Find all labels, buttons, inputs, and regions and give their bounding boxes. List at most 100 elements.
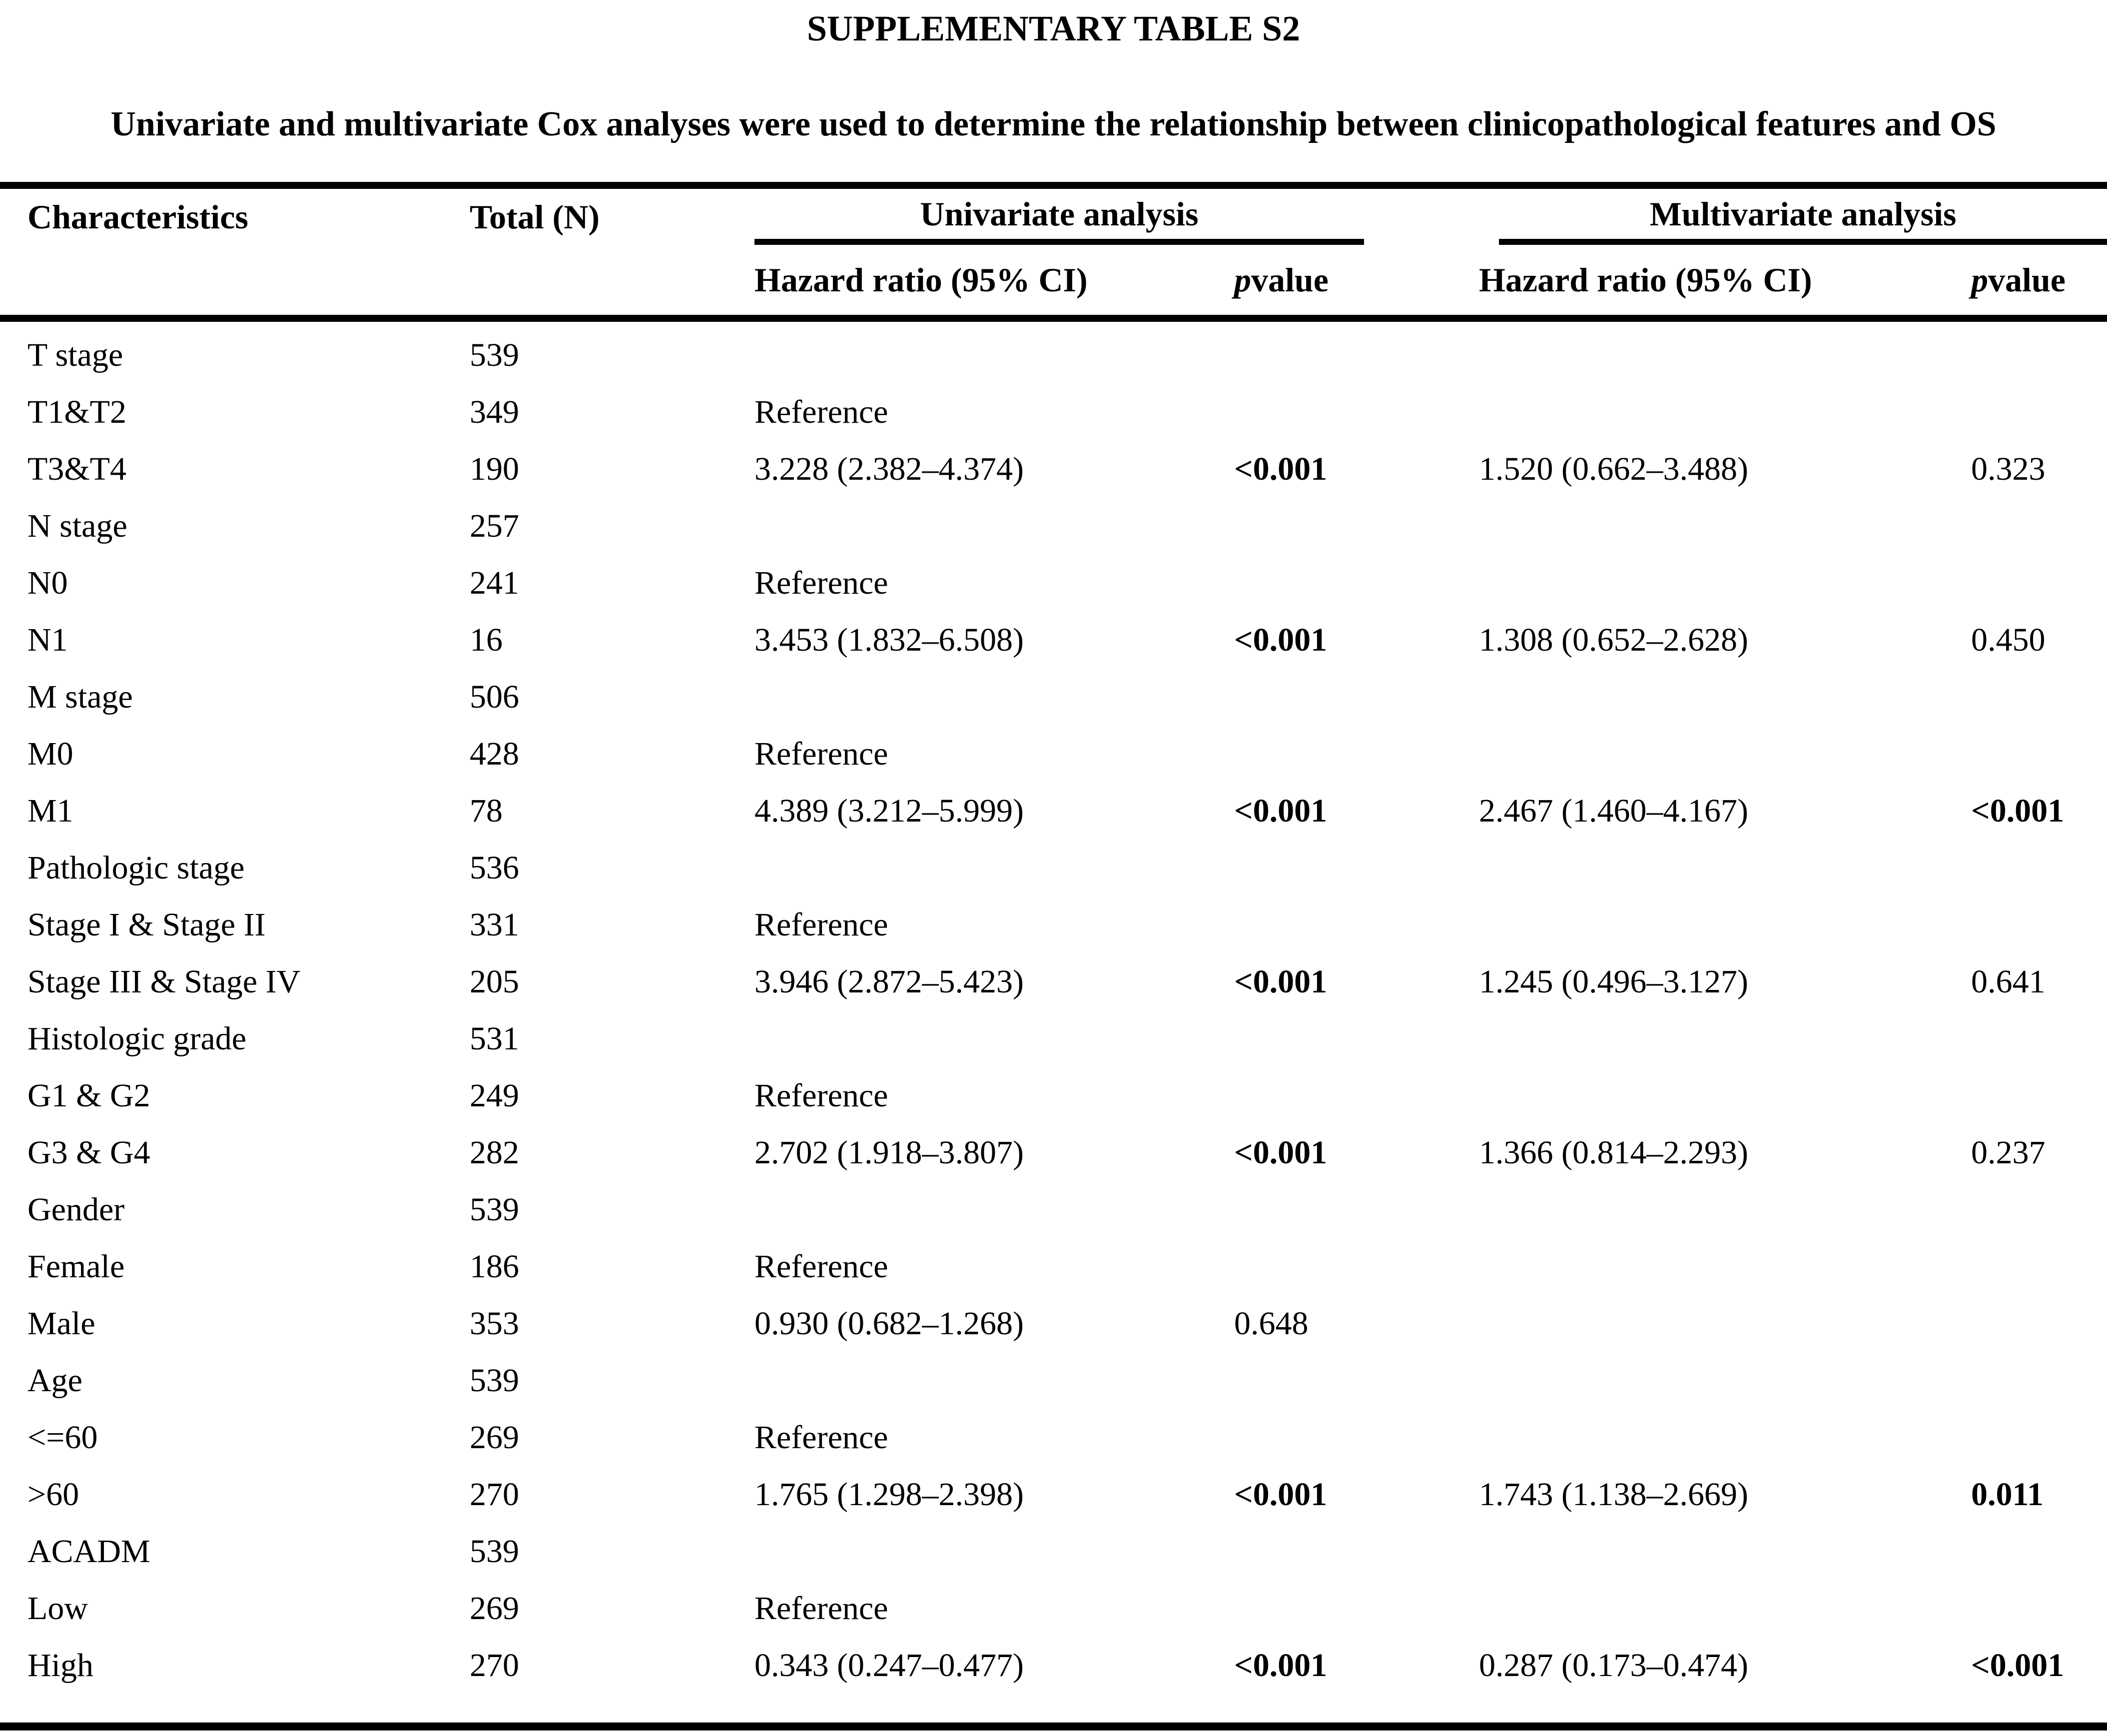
cell-univariate-p [1234,498,1479,555]
cell-characteristic: G3 & G4 [27,1134,150,1171]
cell-multivariate-hr [1479,1238,1971,1295]
cell-univariate-p [1234,1580,1479,1637]
cell-characteristic: Pathologic stage [27,850,245,886]
cell-univariate-hr [754,1010,1234,1067]
cell-multivariate-hr [1479,498,1971,555]
cell-univariate-p: <0.001 [1234,1476,1328,1513]
header-univariate-hazard-ratio: Hazard ratio (95% CI) [754,260,1088,299]
cell-multivariate-hr [1479,840,1971,896]
cell-univariate-p: <0.001 [1234,793,1328,829]
cell-univariate-hr: Reference [754,736,888,772]
cell-multivariate-hr [1479,327,1971,384]
cell-characteristic: N stage [27,508,127,544]
cell-multivariate-hr [1479,1295,1971,1352]
cell-univariate-p: <0.001 [1234,622,1328,658]
header-characteristics: Characteristics [27,197,248,236]
cell-multivariate-hr [1479,1010,1971,1067]
cell-total-n: 539 [470,1362,519,1399]
cell-multivariate-hr [1479,896,1971,953]
header-univariate-p-value: p value [1234,245,1479,315]
cell-multivariate-p [1971,896,2107,953]
cell-total-n: 270 [470,1476,519,1513]
table-row: N1 16 3.453 (1.832–6.508) <0.001 1.308 (0.65… [0,612,2107,669]
cell-univariate-p: 0.648 [1234,1305,1309,1342]
cell-characteristic: >60 [27,1476,79,1513]
cell-univariate-p [1234,1010,1479,1067]
cell-multivariate-p: 0.323 [1971,451,2046,487]
cell-univariate-hr: Reference [754,565,888,601]
cell-univariate-hr: 1.765 (1.298–2.398) [754,1476,1024,1513]
table-row: Male 353 0.930 (0.682–1.268) 0.648 [0,1295,2107,1352]
cell-multivariate-hr: 1.366 (0.814–2.293) [1479,1134,1748,1171]
cell-univariate-p [1234,669,1479,726]
cell-characteristic: Age [27,1362,82,1399]
cell-total-n: 282 [470,1134,519,1171]
header-univariate-analysis: Univariate analysis [754,189,1364,245]
cell-univariate-p [1234,726,1479,783]
cell-multivariate-p [1971,840,2107,896]
cell-characteristic: Low [27,1590,88,1627]
cell-univariate-hr: 4.389 (3.212–5.999) [754,793,1024,829]
cell-univariate-p: <0.001 [1234,1134,1328,1171]
header-multivariate-analysis: Multivariate analysis [1499,189,2107,245]
table-row: ACADM 539 [0,1523,2107,1580]
table-row: Pathologic stage 536 [0,840,2107,896]
p-value-word: value [1988,260,2066,299]
p-value-italic-p: p [1971,260,1988,299]
table-row: M stage 506 [0,669,2107,726]
cell-characteristic: M0 [27,736,73,772]
cell-characteristic: G1 & G2 [27,1077,150,1114]
cell-total-n: 539 [470,1191,519,1228]
cox-analysis-table: Characteristics Total (N) Univariate ana… [0,182,2107,1731]
table-row: M1 78 4.389 (3.212–5.999) <0.001 2.467 (1.46… [0,783,2107,840]
cell-characteristic: ACADM [27,1533,150,1570]
cell-univariate-hr: 0.930 (0.682–1.268) [754,1305,1024,1342]
cell-characteristic: Stage I & Stage II [27,906,266,943]
cell-total-n: 241 [470,565,519,601]
cell-multivariate-p [1971,1181,2107,1238]
cell-univariate-p [1234,327,1479,384]
cell-total-n: 331 [470,906,519,943]
table-row: >60 270 1.765 (1.298–2.398) <0.001 1.743 (1.… [0,1466,2107,1523]
cell-characteristic: N0 [27,565,68,601]
cell-univariate-p [1234,384,1479,441]
cell-univariate-hr: 3.946 (2.872–5.423) [754,963,1024,1000]
p-value-italic-p: p [1234,260,1251,299]
table-row: Stage I & Stage II 331 Reference [0,896,2107,953]
cell-total-n: 349 [470,394,519,430]
table-row: Gender 539 [0,1181,2107,1238]
table-row: N stage 257 [0,498,2107,555]
cell-multivariate-hr: 1.308 (0.652–2.628) [1479,622,1748,658]
cell-multivariate-hr [1479,669,1971,726]
header-multivariate-hazard-ratio: Hazard ratio (95% CI) [1479,260,1812,299]
cell-characteristic: Male [27,1305,95,1342]
cell-total-n: 205 [470,963,519,1000]
cell-univariate-hr: 2.702 (1.918–3.807) [754,1134,1024,1171]
cell-univariate-p [1234,1067,1479,1124]
table-row: Stage III & Stage IV 205 3.946 (2.872–5.42… [0,953,2107,1010]
cell-univariate-hr [754,1181,1234,1238]
table-row: T stage 539 [0,327,2107,384]
table-row: Age 539 [0,1352,2107,1409]
table-row: Female 186 Reference [0,1238,2107,1295]
cell-multivariate-hr [1479,1580,1971,1637]
cell-multivariate-p: <0.001 [1971,793,2065,829]
cell-characteristic: T stage [27,337,123,373]
cell-characteristic: <=60 [27,1419,98,1456]
header-multivariate-analysis-label: Multivariate analysis [1649,194,1957,233]
header-univariate-analysis-label: Univariate analysis [920,194,1199,233]
table-row: Histologic grade 531 [0,1010,2107,1067]
cell-univariate-hr [754,840,1234,896]
p-value-word: value [1251,260,1329,299]
cell-multivariate-hr [1479,1352,1971,1409]
cell-characteristic: N1 [27,622,68,658]
cell-characteristic: Female [27,1248,125,1285]
cell-multivariate-p [1971,1523,2107,1580]
cell-univariate-hr: 3.453 (1.832–6.508) [754,622,1024,658]
cell-multivariate-p [1971,498,2107,555]
cell-total-n: 539 [470,1533,519,1570]
cell-univariate-hr [754,1523,1234,1580]
table-caption: Univariate and multivariate Cox analyses… [110,105,1997,143]
cell-univariate-hr [754,1352,1234,1409]
